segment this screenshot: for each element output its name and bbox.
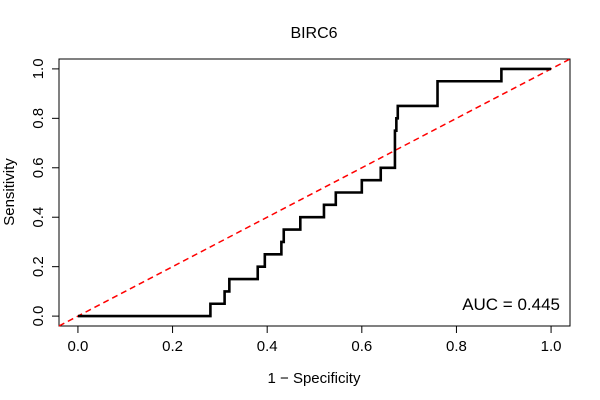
y-tick-label: 0.0 [30,306,47,327]
y-tick-label: 0.6 [30,157,47,178]
y-axis: 0.0 0.2 0.4 0.6 0.8 1.0 [30,58,60,327]
reference-diagonal-line [58,58,571,327]
chart-title: BIRC6 [290,25,337,42]
y-axis-label: Sensitivity [1,158,18,226]
y-tick-label: 0.8 [30,108,47,129]
auc-annotation: AUC = 0.445 [462,295,560,314]
x-tick-label: 0.8 [446,338,467,355]
y-tick-label: 0.4 [30,207,47,228]
y-tick-label: 1.0 [30,58,47,79]
x-axis: 0.0 0.2 0.4 0.6 0.8 1.0 [67,325,562,355]
x-tick-label: 0.4 [257,338,278,355]
series-layer [58,58,571,327]
x-tick-label: 0.0 [67,338,88,355]
y-tick-label: 0.2 [30,256,47,277]
roc-curve-line [77,67,552,318]
x-tick-label: 1.0 [541,338,562,355]
x-tick-label: 0.2 [162,338,183,355]
x-axis-label: 1 − Specificity [268,370,361,387]
x-tick-label: 0.6 [351,338,372,355]
